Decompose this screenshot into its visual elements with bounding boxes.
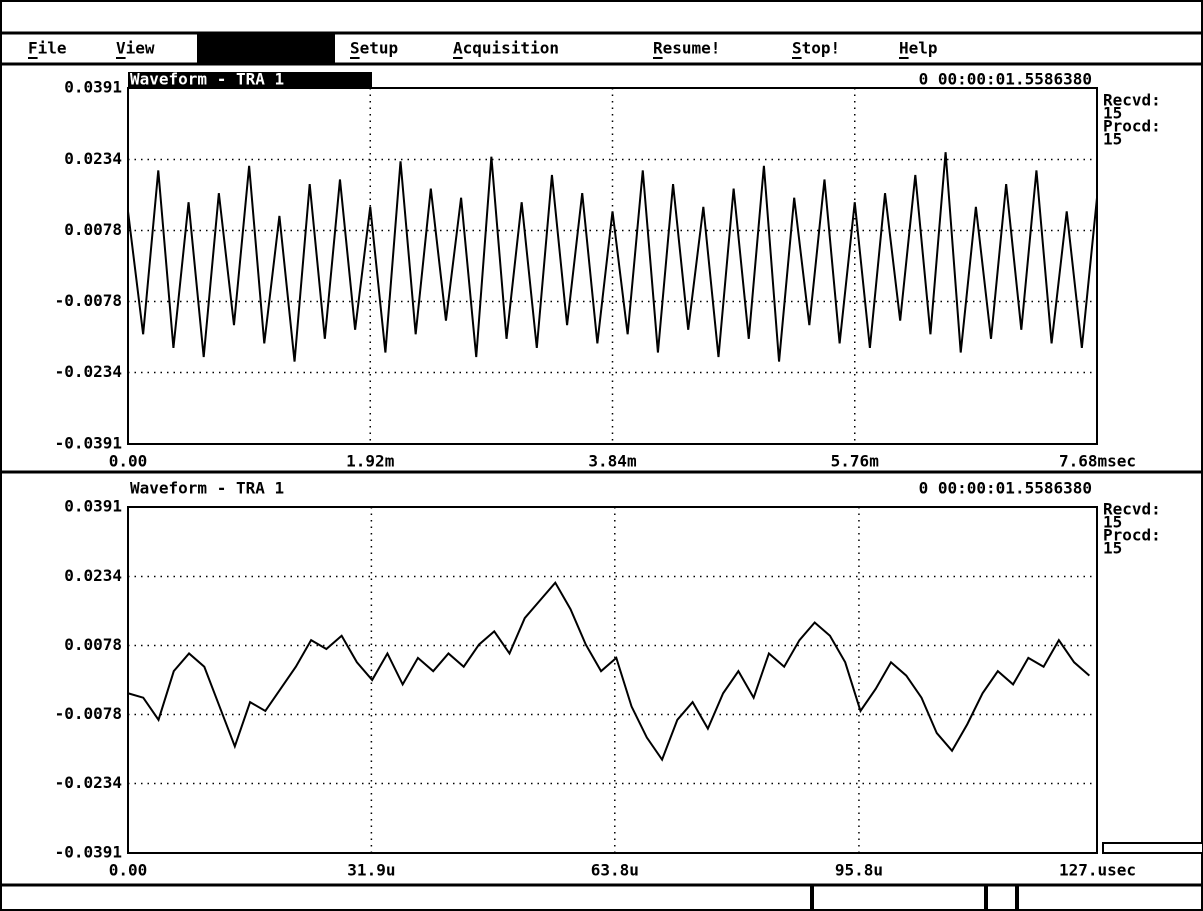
procd-label: Procd: bbox=[1103, 117, 1161, 136]
menu-item[interactable]: Setup bbox=[350, 39, 398, 58]
y-tick-label: -0.0234 bbox=[55, 362, 122, 381]
title-highlight bbox=[128, 72, 372, 87]
procd-label: Procd: bbox=[1103, 526, 1161, 545]
x-tick-label: 127.usec bbox=[1059, 861, 1136, 880]
procd-count: 15 bbox=[1103, 130, 1122, 149]
chart-title: Waveform - TRA 1 bbox=[130, 70, 284, 89]
y-tick-label: 0.0234 bbox=[64, 566, 122, 585]
plot-frame bbox=[127, 87, 1098, 445]
menu-item[interactable]: Stop! bbox=[792, 39, 840, 58]
progress-box bbox=[1102, 842, 1203, 854]
y-tick-label: -0.0078 bbox=[55, 704, 122, 723]
y-tick-label: 0.0078 bbox=[64, 635, 122, 654]
y-tick-label: -0.0391 bbox=[55, 843, 122, 862]
y-tick-label: -0.0391 bbox=[55, 434, 122, 453]
x-tick-label: 63.8u bbox=[591, 861, 639, 880]
menu-item[interactable]: File bbox=[28, 39, 67, 58]
y-tick-label: -0.0078 bbox=[55, 291, 122, 310]
y-tick-label: 0.0391 bbox=[64, 78, 122, 97]
menu-item[interactable]: View bbox=[116, 39, 155, 58]
menu-item[interactable]: Help bbox=[899, 39, 938, 58]
x-tick-label: 7.68msec bbox=[1059, 452, 1136, 471]
menu-item[interactable]: Acquisition bbox=[453, 39, 559, 58]
x-tick-label: 1.92m bbox=[346, 452, 395, 471]
x-tick-label: 31.9u bbox=[347, 861, 395, 880]
menu-item[interactable]: Resume! bbox=[653, 39, 720, 58]
menu-highlight bbox=[197, 34, 335, 63]
recvd-count: 15 bbox=[1103, 104, 1122, 123]
x-tick-label: 0.00 bbox=[109, 861, 148, 880]
y-tick-label: -0.0234 bbox=[55, 773, 122, 792]
waveform bbox=[127, 580, 1091, 762]
y-tick-label: 0.0234 bbox=[64, 149, 122, 168]
timestamp: 0 00:00:01.5586380 bbox=[919, 70, 1092, 89]
waveform bbox=[127, 152, 1098, 362]
x-tick-label: 5.76m bbox=[831, 452, 880, 471]
chart-title: Waveform - TRA 1 bbox=[130, 479, 284, 498]
x-tick-label: 95.8u bbox=[835, 861, 883, 880]
x-tick-label: 3.84m bbox=[588, 452, 637, 471]
recvd-label: Recvd: bbox=[1103, 91, 1161, 110]
y-tick-label: 0.0391 bbox=[64, 497, 122, 516]
procd-count: 15 bbox=[1103, 539, 1122, 558]
y-tick-label: 0.0078 bbox=[64, 220, 122, 239]
x-tick-label: 0.00 bbox=[109, 452, 148, 471]
timestamp: 0 00:00:01.5586380 bbox=[919, 479, 1092, 498]
recvd-label: Recvd: bbox=[1103, 500, 1161, 519]
recvd-count: 15 bbox=[1103, 513, 1122, 532]
plot-frame bbox=[127, 506, 1098, 854]
